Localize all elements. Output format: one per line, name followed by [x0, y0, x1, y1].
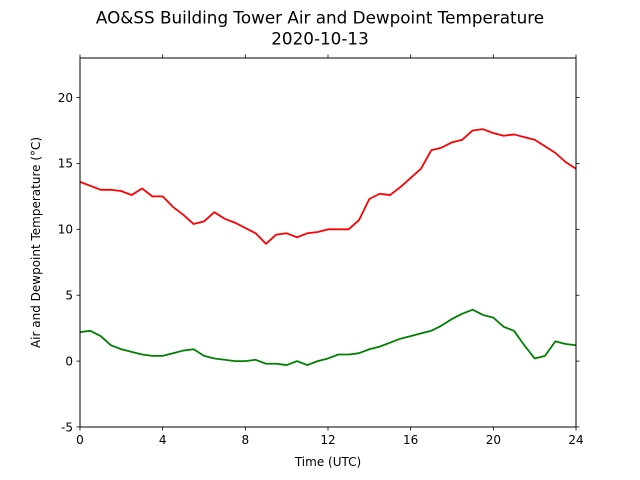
y-tick-label: 5: [65, 289, 73, 303]
y-tick-label: 20: [58, 91, 73, 105]
x-tick-label: 0: [76, 433, 84, 447]
series-line-2: [79, 308, 577, 366]
y-tick-label: 0: [65, 354, 73, 368]
x-tick-label: 4: [159, 433, 167, 447]
plot-area: [79, 128, 577, 366]
axes-frame: [79, 57, 577, 428]
x-tick-label: 12: [320, 433, 335, 447]
x-tick-label: 16: [403, 433, 418, 447]
series-line-1: [79, 128, 577, 245]
y-tick-label: 15: [58, 157, 73, 171]
x-tick-label: 24: [568, 433, 583, 447]
chart-subtitle: 2020-10-13: [271, 29, 369, 49]
x-tick-label: 20: [486, 433, 501, 447]
x-axis-label: Time (UTC): [294, 455, 361, 469]
x-tick-label: 8: [242, 433, 250, 447]
y-axis-label: Air and Dewpoint Temperature (°C): [29, 137, 43, 348]
y-tick-label: 10: [58, 223, 73, 237]
chart-title: AO&SS Building Tower Air and Dewpoint Te…: [96, 8, 544, 28]
y-tick-label: -5: [61, 420, 73, 434]
